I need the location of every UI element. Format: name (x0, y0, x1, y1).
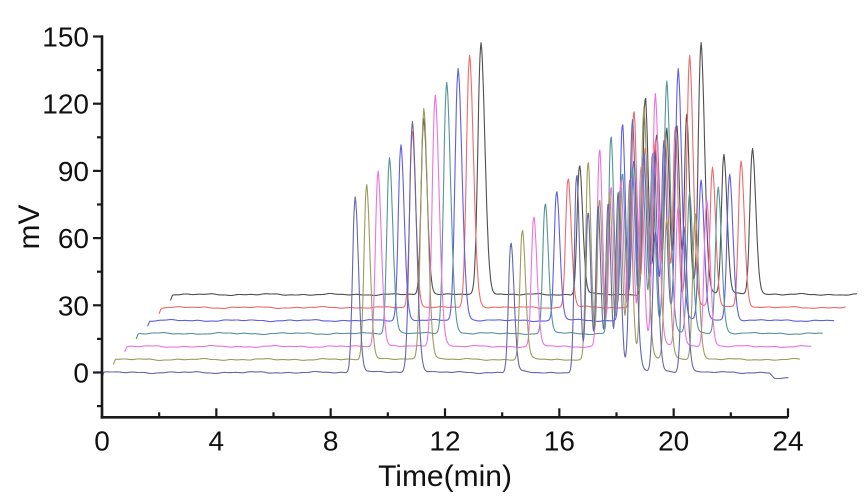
x-tick-label: 0 (94, 425, 110, 456)
x-tick-label: 16 (544, 425, 575, 456)
trace-run-2-olive (112, 106, 800, 365)
trace-run-1-navy (101, 119, 789, 380)
trace-run-3-magenta (124, 92, 812, 353)
x-tick-label: 8 (323, 425, 339, 456)
y-tick-label: 90 (58, 156, 89, 187)
y-axis-title: mV (13, 204, 46, 250)
trace-run-6-red (158, 54, 846, 314)
y-tick-label: 150 (42, 22, 89, 53)
y-tick-label: 120 (42, 89, 89, 120)
x-tick-label: 24 (772, 425, 803, 456)
x-axis-title: Time(min) (378, 460, 512, 493)
x-tick-label: 4 (209, 425, 225, 456)
y-tick-label: 30 (58, 290, 89, 321)
y-tick-label: 60 (58, 223, 89, 254)
axes-group (100, 35, 788, 419)
trace-run-4-teal (135, 80, 823, 340)
tick-group (93, 35, 790, 418)
trace-group (101, 42, 858, 380)
trace-run-7-black (170, 42, 858, 301)
trace-run-5-blue (147, 67, 835, 327)
tick-label-group: 0 4 8 12 16 20 24 0 30 60 90 120 150 (42, 22, 803, 457)
x-tick-label: 12 (429, 425, 460, 456)
y-tick-label: 0 (73, 358, 89, 389)
x-tick-label: 20 (658, 425, 689, 456)
